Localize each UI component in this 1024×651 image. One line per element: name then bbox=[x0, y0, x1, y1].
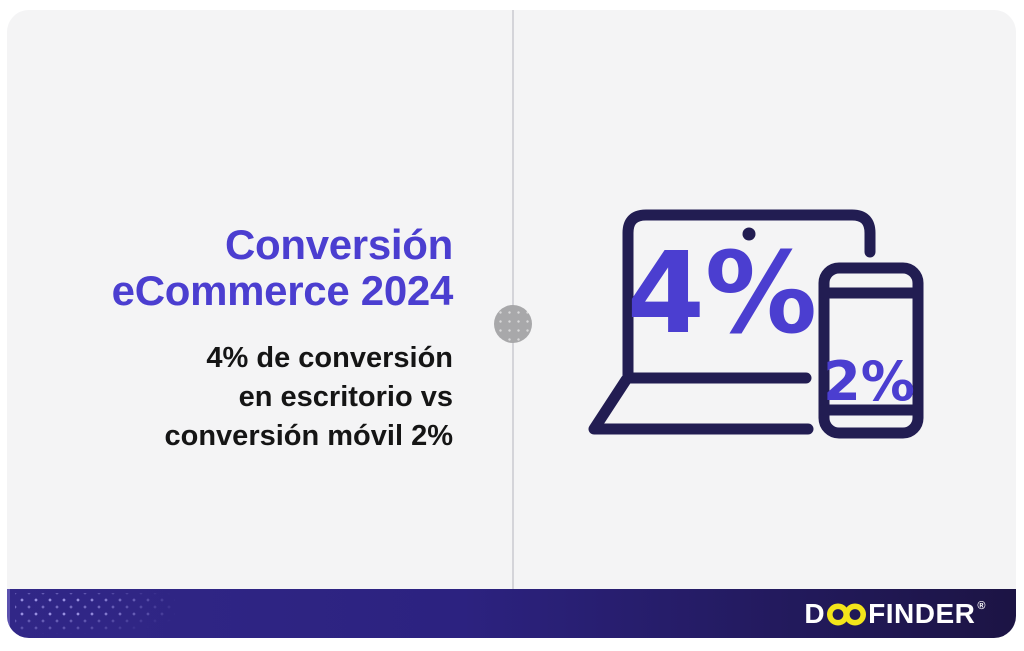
footer-bar: D FINDER ® bbox=[7, 589, 1016, 638]
subtitle-line-1: 4% de conversión bbox=[206, 342, 453, 374]
title-line-2: eCommerce 2024 bbox=[111, 267, 454, 314]
subtitle: 4% de conversión en escritorio vs conver… bbox=[23, 339, 454, 456]
logo-prefix: D bbox=[804, 597, 826, 629]
devices-illustration: 4% 2% bbox=[588, 209, 924, 439]
laptop-icon bbox=[588, 209, 876, 435]
divider-dot bbox=[494, 305, 532, 343]
doofinder-logo: D FINDER ® bbox=[804, 597, 986, 629]
subtitle-line-2: en escritorio vs bbox=[238, 381, 453, 413]
infinity-icon bbox=[827, 603, 867, 625]
subtitle-line-3: conversión móvil 2% bbox=[164, 420, 454, 452]
phone-icon bbox=[818, 262, 924, 439]
title-line-1: Conversión bbox=[224, 221, 453, 268]
registered-mark: ® bbox=[977, 599, 986, 612]
mobile-conversion-value: 2% bbox=[823, 350, 915, 413]
laptop-camera-dot bbox=[742, 227, 756, 241]
infographic-card: Conversión eCommerce 2024 4% de conversi… bbox=[7, 10, 1016, 638]
page-title: Conversión eCommerce 2024 bbox=[23, 221, 454, 314]
desktop-conversion-value: 4% bbox=[627, 229, 817, 359]
logo-suffix: FINDER bbox=[868, 597, 976, 629]
divider-line bbox=[512, 10, 514, 589]
text-panel: Conversión eCommerce 2024 4% de conversi… bbox=[23, 221, 454, 456]
